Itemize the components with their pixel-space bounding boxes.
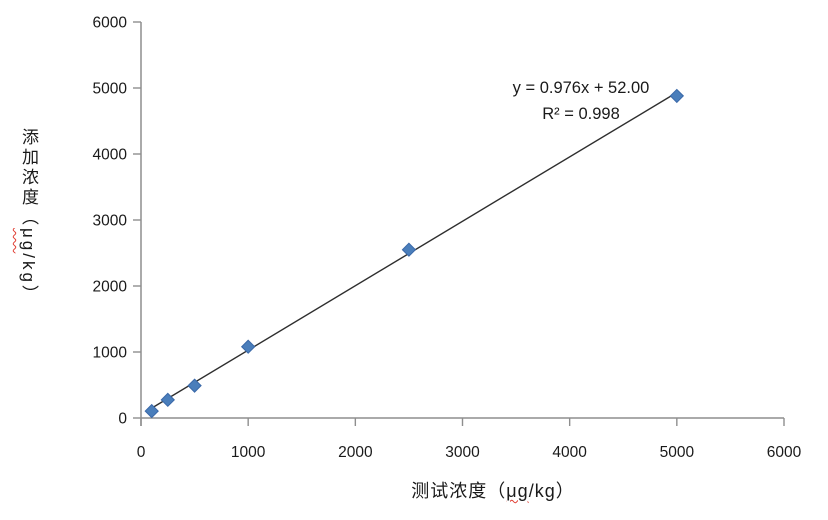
x-tick-label: 2000 xyxy=(338,444,373,461)
y-axis-title-suffix: /kg） xyxy=(19,253,38,305)
data-point xyxy=(160,392,175,408)
y-tick-label: 0 xyxy=(118,411,127,428)
x-axis-title: 测试浓度（μg/kg） xyxy=(411,477,574,503)
y-tick-label: 2000 xyxy=(93,279,128,296)
y-axis-title-prefix: 添加浓度（ xyxy=(19,128,38,228)
data-point xyxy=(187,378,202,393)
r-squared-value: R² = 0.998 xyxy=(542,105,620,123)
data-point xyxy=(401,242,417,257)
y-tick-label: 5000 xyxy=(93,81,128,98)
y-axis-title-unit: μg xyxy=(19,228,38,254)
y-tick-label: 3000 xyxy=(93,213,128,230)
x-tick-label: 3000 xyxy=(445,444,480,461)
y-tick-label: 1000 xyxy=(93,345,128,362)
x-tick-label: 4000 xyxy=(552,444,587,461)
x-tick-label: 5000 xyxy=(660,444,695,461)
data-point xyxy=(669,88,685,104)
x-tick-label: 6000 xyxy=(767,444,802,461)
x-axis-title-unit: μg xyxy=(506,481,529,501)
data-point xyxy=(240,339,256,354)
y-tick-label: 6000 xyxy=(93,15,128,32)
y-tick-label: 4000 xyxy=(93,147,128,164)
x-axis-title-suffix: /kg） xyxy=(528,481,575,501)
trendline-equation: y = 0.976x + 52.00 xyxy=(513,79,650,97)
y-axis-title: 添加浓度（μg/kg） xyxy=(16,128,41,305)
x-tick-label: 0 xyxy=(137,444,146,461)
data-point xyxy=(144,403,159,419)
x-tick-label: 1000 xyxy=(231,444,266,461)
x-axis-title-prefix: 测试浓度（ xyxy=(411,481,507,501)
